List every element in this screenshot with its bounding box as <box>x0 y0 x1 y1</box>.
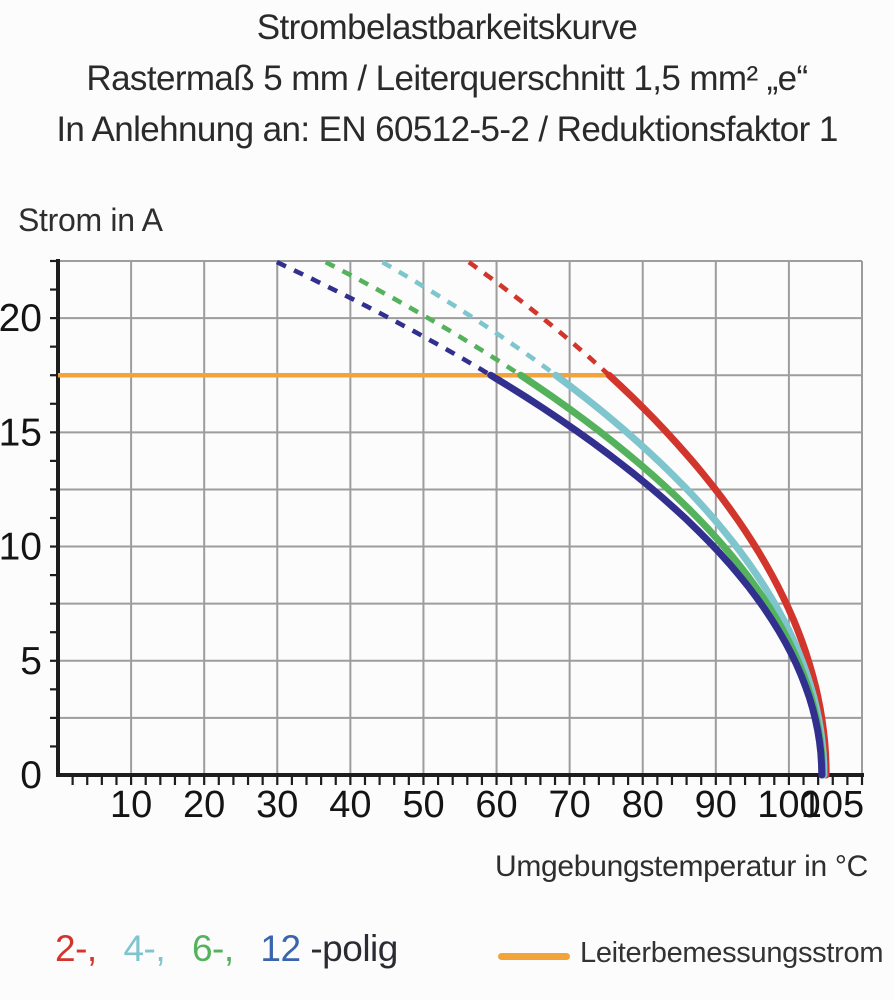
legend-item-12polig: 12 <box>260 928 301 969</box>
svg-text:50: 50 <box>402 784 444 826</box>
chart-title: Strombelastbarkeitskurve <box>256 8 638 47</box>
svg-text:90: 90 <box>695 784 737 826</box>
svg-text:70: 70 <box>548 784 590 826</box>
legend-item-6polig: 6-, <box>191 928 234 969</box>
svg-text:30: 30 <box>256 784 298 826</box>
svg-text:0: 0 <box>20 754 42 797</box>
svg-text:10: 10 <box>110 784 152 826</box>
svg-text:40: 40 <box>329 784 371 826</box>
x-axis-title: Umgebungstemperatur in °C <box>494 850 868 883</box>
rated-current-legend-label: Leiterbemessungsstrom <box>580 937 884 969</box>
svg-text:5: 5 <box>20 640 42 683</box>
svg-text:20: 20 <box>183 784 225 826</box>
chart-title-block: Strombelastbarkeitskurve Rastermaß 5 mm … <box>0 2 894 155</box>
legend-item-2polig: 2-, <box>55 928 97 969</box>
svg-text:15: 15 <box>0 411 42 454</box>
svg-text:10: 10 <box>0 526 42 569</box>
svg-text:20: 20 <box>0 297 42 340</box>
legend-item-polig-suffix: -polig <box>310 928 398 969</box>
svg-text:100: 100 <box>757 784 820 826</box>
rated-current-line-swatch <box>498 953 570 960</box>
legend-item-4polig: 4-, <box>123 928 166 969</box>
chart-subtitle: Rastermaß 5 mm / Leiterquerschnitt 1,5 m… <box>86 59 808 98</box>
svg-text:80: 80 <box>622 784 664 826</box>
svg-text:105: 105 <box>801 784 864 826</box>
svg-text:60: 60 <box>475 784 517 826</box>
legend-poles: 2-, 4-, 6-, 12 -polig <box>55 928 398 970</box>
chart-standard-note: In Anlehnung an: EN 60512-5-2 / Reduktio… <box>56 110 838 149</box>
y-axis-title: Strom in A <box>18 202 163 238</box>
